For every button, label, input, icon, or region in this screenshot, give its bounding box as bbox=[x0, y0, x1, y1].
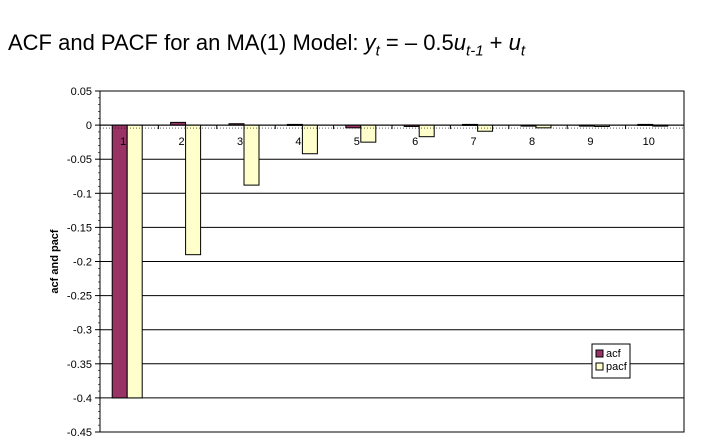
title-mid: = – 0.5 bbox=[379, 30, 454, 55]
title-y: y bbox=[364, 30, 376, 55]
x-tick-label: 7 bbox=[471, 136, 477, 148]
title-u: u bbox=[453, 30, 467, 55]
title-prefix: ACF and PACF for an MA(1) Model: bbox=[8, 30, 365, 55]
y-tick-label: -0.35 bbox=[67, 359, 92, 371]
x-tick-label: 1 bbox=[120, 136, 126, 148]
y-axis-label: acf and pacf bbox=[49, 229, 61, 294]
pacf-bar bbox=[360, 124, 377, 143]
y-tick-label: -0.4 bbox=[73, 393, 92, 405]
pacf-bar bbox=[185, 124, 202, 256]
legend-swatch-acf bbox=[595, 349, 604, 358]
legend-swatch-pacf bbox=[595, 362, 604, 371]
y-tick-label: -0.2 bbox=[73, 257, 92, 269]
y-tick-label: -0.3 bbox=[73, 325, 92, 337]
y-tick-label: -0.1 bbox=[73, 188, 92, 200]
y-tick-label: -0.45 bbox=[67, 427, 92, 439]
x-tick-label: 10 bbox=[643, 136, 655, 148]
chart-title: ACF and PACF for an MA(1) Model: yt = – … bbox=[8, 30, 525, 59]
x-tick-label: 8 bbox=[529, 136, 535, 148]
pacf-bar bbox=[243, 124, 260, 186]
x-tick-label: 4 bbox=[295, 136, 301, 148]
x-tick-label: 5 bbox=[354, 136, 360, 148]
title-plus: + bbox=[483, 30, 509, 55]
x-tick-label: 3 bbox=[237, 136, 243, 148]
x-tick-label: 2 bbox=[179, 136, 185, 148]
acf-bar bbox=[111, 124, 128, 399]
y-tick-label: 0.05 bbox=[71, 86, 92, 98]
legend-label-acf: acf bbox=[606, 348, 622, 360]
legend-label-pacf: pacf bbox=[606, 361, 628, 373]
title-tm1-sub: t-1 bbox=[466, 42, 484, 60]
pacf-bar bbox=[301, 124, 318, 155]
title-t-sub: t bbox=[375, 42, 380, 60]
x-tick-label: 9 bbox=[587, 136, 593, 148]
y-tick-label: -0.25 bbox=[67, 291, 92, 303]
pacf-bar bbox=[418, 124, 435, 138]
y-tick-label: -0.15 bbox=[67, 222, 92, 234]
pacf-bar bbox=[126, 124, 143, 399]
x-tick-label: 6 bbox=[412, 136, 418, 148]
title-u2: u bbox=[508, 30, 521, 55]
y-tick-label: -0.05 bbox=[67, 154, 92, 166]
title-t2-sub: t bbox=[520, 42, 526, 60]
y-tick-label: 0 bbox=[86, 120, 92, 132]
